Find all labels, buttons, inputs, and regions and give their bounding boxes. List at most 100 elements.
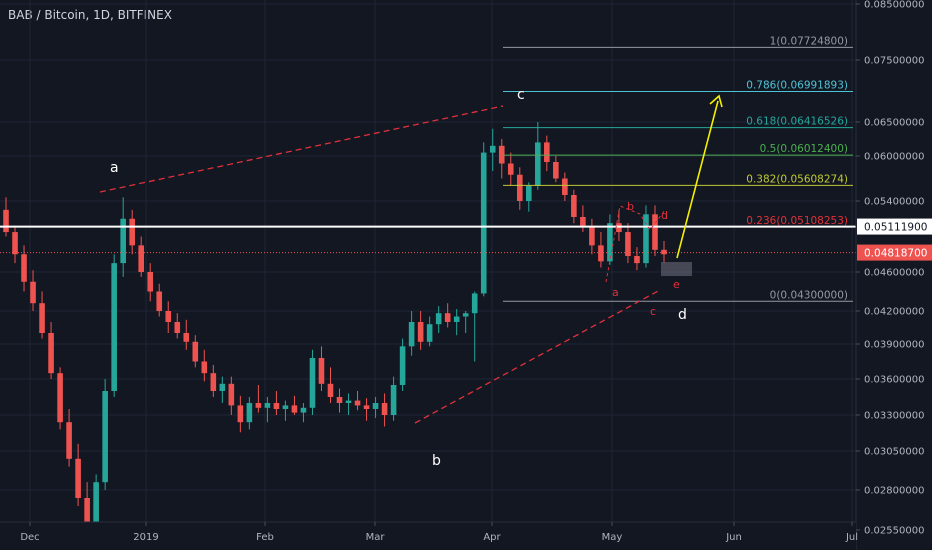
candle [562,172,568,201]
candle [12,225,18,264]
candle-body [300,407,307,413]
candle [372,397,379,418]
candle [643,205,649,268]
candle [30,270,36,311]
candle-body [210,373,217,391]
candle-body [39,303,45,333]
minor-wave-path [605,205,666,283]
candle [471,291,478,362]
candle-body [3,209,9,233]
candle [417,311,424,350]
candle-body [147,272,154,292]
candle [228,376,235,415]
candle-body [102,391,108,483]
candle-body [156,291,163,311]
candle [57,367,63,430]
candle [589,218,595,255]
candle-body [228,383,235,406]
candle [489,128,496,171]
candle-body [634,256,640,264]
candle [426,316,433,347]
candle-body [219,383,226,391]
time-tick-label: Jun [725,532,742,543]
time-tick-label: Feb [256,532,274,543]
fib-level-label: 0.5(0.06012400) [760,143,848,155]
time-tick-label: Dec [20,532,39,543]
wave-label-minor: e [673,278,680,291]
candle-body [607,223,613,262]
fibonacci-retracement: 1(0.07724800) 0.786(0.06991893) 0.618(0.06… [503,35,853,302]
candle-body [553,162,559,179]
candle-body [75,458,81,498]
candle-body [66,422,72,459]
candle [138,236,144,277]
candle-body [643,214,649,264]
candle-body [480,152,487,294]
price-tick-label: 0.06500000 [864,118,924,129]
wave-label-major: b [432,453,441,469]
time-tick-label: 2019 [133,532,158,543]
candle [553,156,559,183]
price-tick-label: 0.05400000 [864,197,924,208]
price-axis-bg [856,0,932,550]
candle-body [498,145,505,164]
candle [607,214,613,265]
time-tick-label: Jul [845,532,858,543]
price-tick-label: 0.03300000 [864,411,924,422]
candle-body [327,383,334,397]
candle-body [30,281,36,304]
candle-body [21,254,27,282]
candle [480,142,487,297]
candle-body [345,400,352,403]
candle [435,306,442,333]
candle [408,311,415,356]
candle-body [535,142,541,186]
candle [345,393,352,415]
wave-label-major: a [110,160,119,176]
wave-label-major: d [678,307,687,323]
candle-body [273,403,280,409]
candle-body [453,316,460,322]
candle-body [526,186,532,201]
candle-body [57,373,63,423]
time-axis: Dec 2019 Feb Mar Apr May Jun Jul [0,521,858,550]
candle-body [129,218,135,246]
candle [327,367,334,403]
price-tick-label: 0.03900000 [864,340,924,351]
price-tick-label: 0.03600000 [864,375,924,386]
candle-body [462,313,469,317]
price-tick-label: 0.02800000 [864,486,924,497]
price-tick-label: 0.08500000 [864,0,924,11]
candle [75,443,81,506]
candle-body [571,195,577,217]
price-axis: 0.08500000 0.07500000 0.06500000 0.06000000… [855,0,932,550]
candle [535,122,541,190]
candle-body [264,403,271,408]
wave-annotations: a b c d a b c d e [0,87,856,469]
chart-title: BAB / Bitcoin, 1D, BITFINEX [8,8,172,22]
candle [498,139,505,179]
candle-body [562,178,568,195]
candle-body [580,216,586,226]
candle [237,395,244,433]
candle [507,152,514,186]
candle-body [120,218,126,264]
candle [39,291,45,339]
candle [625,223,631,264]
candle-body [318,358,325,384]
level-price-tag [857,218,932,235]
candle [363,398,370,421]
candle-body [165,311,172,322]
candle-body [282,405,289,409]
candle [3,197,9,237]
candle [598,232,604,268]
candle [48,322,54,379]
candle [192,335,199,368]
candle-body [516,174,523,201]
candle [462,311,469,333]
candle-body [309,358,316,408]
candle-body [417,322,424,342]
wave-label-major: c [517,87,525,103]
price-tick-label: 0.04200000 [864,307,924,318]
